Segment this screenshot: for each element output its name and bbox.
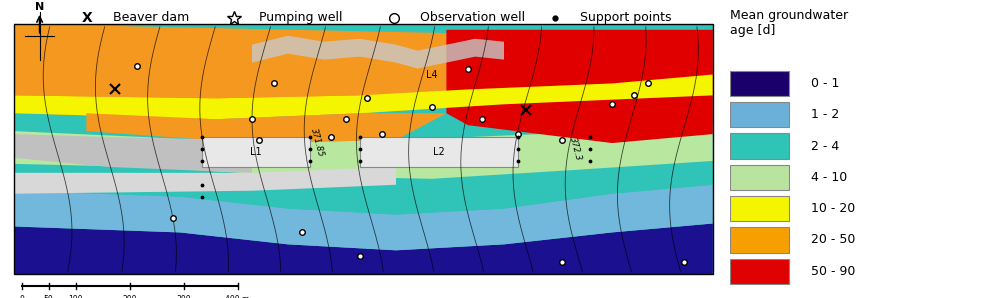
- Polygon shape: [14, 167, 396, 194]
- Text: 200: 200: [122, 295, 137, 298]
- FancyBboxPatch shape: [730, 71, 789, 96]
- Text: 100: 100: [68, 295, 83, 298]
- Polygon shape: [14, 24, 86, 104]
- Text: N: N: [35, 2, 44, 12]
- Polygon shape: [14, 24, 713, 274]
- FancyBboxPatch shape: [730, 259, 789, 284]
- Polygon shape: [14, 161, 713, 215]
- FancyBboxPatch shape: [730, 102, 789, 128]
- FancyBboxPatch shape: [730, 227, 789, 253]
- Text: Support points: Support points: [580, 11, 672, 24]
- Polygon shape: [86, 113, 446, 143]
- Text: 0 - 1: 0 - 1: [811, 77, 839, 90]
- Text: 300: 300: [176, 295, 191, 298]
- Text: 371.85: 371.85: [309, 128, 325, 159]
- Text: 2 - 4: 2 - 4: [811, 139, 839, 153]
- Text: L4: L4: [426, 69, 438, 80]
- Text: L1: L1: [250, 147, 261, 157]
- Text: 400 m: 400 m: [225, 295, 250, 298]
- FancyBboxPatch shape: [730, 164, 789, 190]
- Text: 4 - 10: 4 - 10: [811, 171, 847, 184]
- Bar: [360, 137, 518, 167]
- Polygon shape: [14, 224, 713, 274]
- FancyBboxPatch shape: [730, 134, 789, 159]
- Text: 50 - 90: 50 - 90: [811, 265, 855, 278]
- Polygon shape: [14, 134, 252, 173]
- Polygon shape: [14, 125, 713, 179]
- Text: Beaver dam: Beaver dam: [113, 11, 189, 24]
- Text: 20 - 50: 20 - 50: [811, 233, 855, 246]
- FancyBboxPatch shape: [730, 196, 789, 221]
- Text: 50: 50: [44, 295, 53, 298]
- Polygon shape: [14, 24, 360, 98]
- Text: 10 - 20: 10 - 20: [811, 202, 855, 215]
- Bar: [202, 137, 310, 167]
- Text: Mean groundwater
age [d]: Mean groundwater age [d]: [730, 9, 848, 37]
- Text: L2: L2: [433, 147, 445, 157]
- Text: X: X: [82, 11, 93, 25]
- Text: Observation well: Observation well: [420, 11, 525, 24]
- Text: 372.3: 372.3: [569, 136, 583, 162]
- Polygon shape: [14, 74, 713, 119]
- Polygon shape: [14, 185, 713, 250]
- Polygon shape: [446, 30, 713, 143]
- Text: 0: 0: [19, 295, 24, 298]
- Polygon shape: [14, 24, 713, 119]
- Text: Pumping well: Pumping well: [259, 11, 343, 24]
- Text: 1 - 2: 1 - 2: [811, 108, 839, 121]
